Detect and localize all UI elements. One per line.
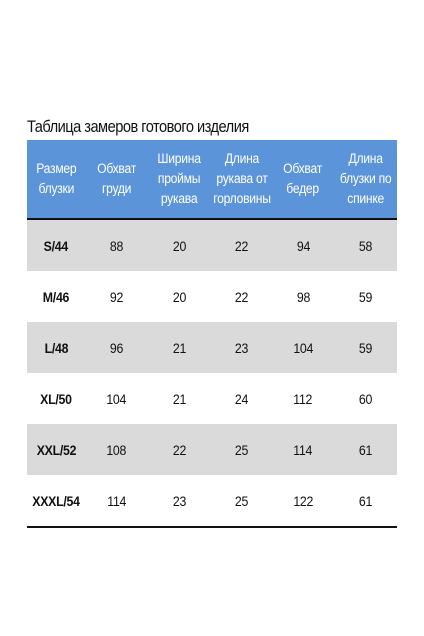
table-header-row: Размер блузки Обхват груди Ширина проймы…: [27, 140, 397, 220]
sleeve-cell: 22: [210, 219, 272, 271]
chest-cell: 108: [85, 424, 148, 475]
chest-cell: 88: [85, 219, 148, 271]
back-length-cell: 60: [334, 373, 397, 424]
hips-cell: 122: [272, 475, 334, 527]
armhole-cell: 21: [148, 322, 210, 373]
hips-cell: 98: [272, 271, 334, 322]
size-cell: M/46: [27, 271, 85, 322]
table-row: XXL/52 108 22 25 114 61: [27, 424, 397, 475]
size-cell: XL/50: [27, 373, 85, 424]
hips-cell: 112: [272, 373, 334, 424]
armhole-cell: 20: [148, 219, 210, 271]
hips-cell: 104: [272, 322, 334, 373]
size-measurements-table: Размер блузки Обхват груди Ширина проймы…: [27, 140, 397, 528]
back-length-cell: 61: [334, 424, 397, 475]
chest-cell: 96: [85, 322, 148, 373]
table-row: L/48 96 21 23 104 59: [27, 322, 397, 373]
header-sleeve-length: Длина рукава от горловины: [210, 140, 272, 220]
back-length-cell: 58: [334, 219, 397, 271]
back-length-cell: 61: [334, 475, 397, 527]
sleeve-cell: 25: [210, 475, 272, 527]
back-length-cell: 59: [334, 322, 397, 373]
header-back-length: Длина блузки по спинке: [334, 140, 397, 220]
table-row: M/46 92 20 22 98 59: [27, 271, 397, 322]
sleeve-cell: 23: [210, 322, 272, 373]
armhole-cell: 21: [148, 373, 210, 424]
armhole-cell: 23: [148, 475, 210, 527]
back-length-cell: 59: [334, 271, 397, 322]
sleeve-cell: 22: [210, 271, 272, 322]
size-cell: L/48: [27, 322, 85, 373]
sleeve-cell: 25: [210, 424, 272, 475]
sleeve-cell: 24: [210, 373, 272, 424]
size-cell: XXXL/54: [27, 475, 85, 527]
hips-cell: 94: [272, 219, 334, 271]
chest-cell: 92: [85, 271, 148, 322]
size-cell: XXL/52: [27, 424, 85, 475]
table-row: XL/50 104 21 24 112 60: [27, 373, 397, 424]
header-size: Размер блузки: [27, 140, 85, 220]
armhole-cell: 22: [148, 424, 210, 475]
table-row: XXXL/54 114 23 25 122 61: [27, 475, 397, 527]
armhole-cell: 20: [148, 271, 210, 322]
table-row: S/44 88 20 22 94 58: [27, 219, 397, 271]
chest-cell: 114: [85, 475, 148, 527]
table-title: Таблица замеров готового изделия: [27, 117, 249, 136]
size-cell: S/44: [27, 219, 85, 271]
header-hips: Обхват бедер: [272, 140, 334, 220]
header-chest: Обхват груди: [85, 140, 148, 220]
chest-cell: 104: [85, 373, 148, 424]
hips-cell: 114: [272, 424, 334, 475]
header-armhole-width: Ширина проймы рукава: [148, 140, 210, 220]
